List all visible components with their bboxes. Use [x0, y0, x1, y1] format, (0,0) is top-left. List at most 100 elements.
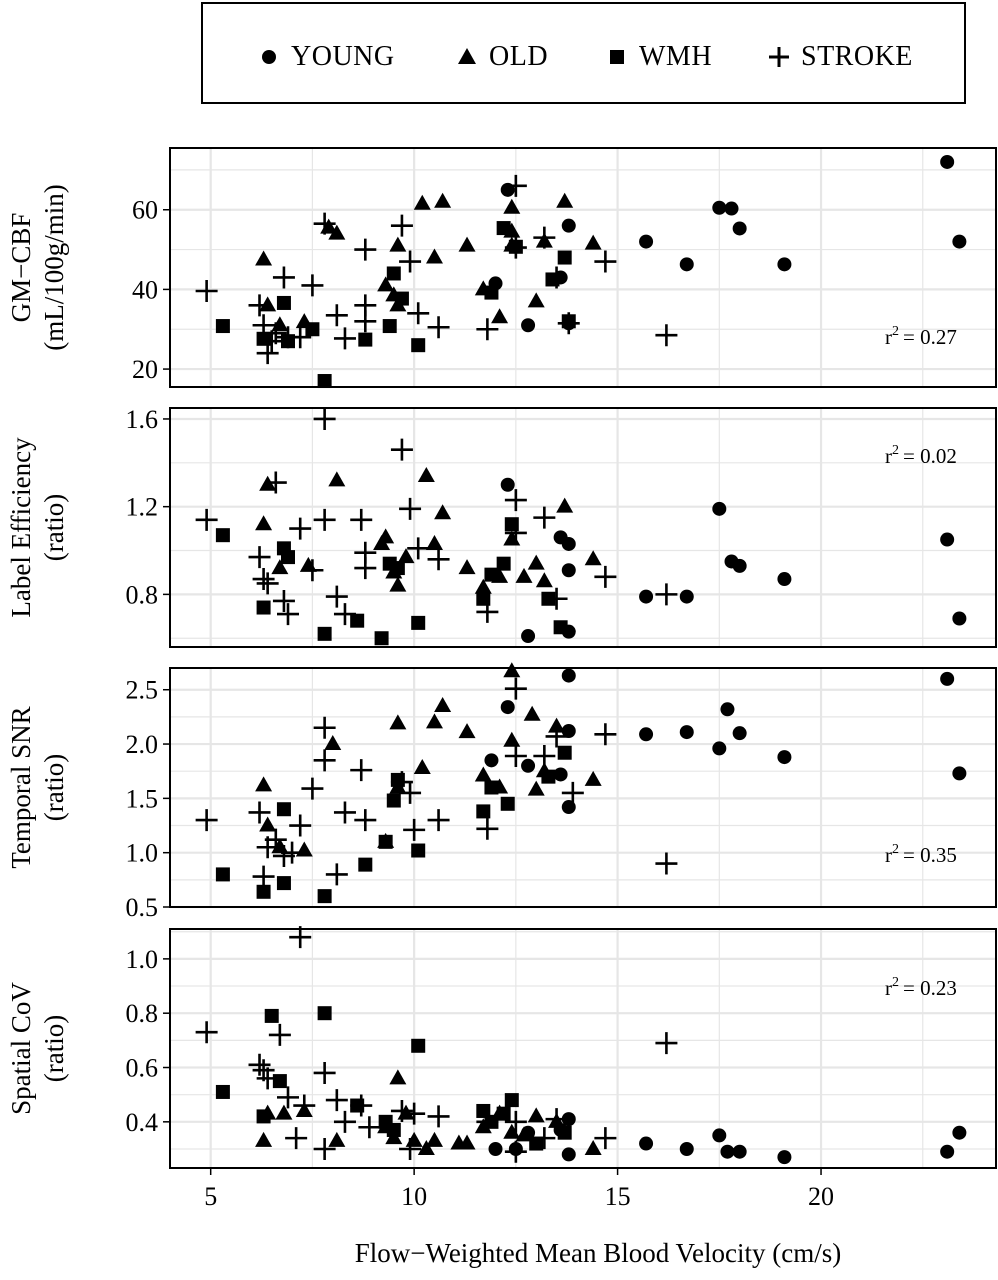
data-point-wmh: [276, 295, 291, 310]
data-point-stroke: [390, 214, 413, 237]
y-axis-label-line: (ratio): [39, 494, 69, 561]
data-point-young: [679, 589, 694, 604]
data-point-old: [255, 515, 273, 531]
data-point-old: [425, 248, 443, 264]
data-point-old: [389, 576, 407, 592]
r-symbol: r: [885, 444, 892, 468]
data-point-stroke: [195, 280, 218, 303]
data-point-stroke: [281, 841, 304, 864]
data-point-young: [561, 563, 576, 578]
data-point-young: [679, 725, 694, 740]
data-point-stroke: [476, 817, 499, 840]
data-point-stroke: [195, 1021, 218, 1044]
r-squared-annotation: r2 = 0.23: [885, 975, 957, 1000]
data-point-stroke: [289, 517, 312, 540]
y-tick-label: 60: [132, 196, 158, 225]
data-point-stroke: [313, 1137, 336, 1160]
data-point-young: [724, 201, 739, 216]
data-point-stroke: [504, 1140, 527, 1163]
data-point-stroke: [504, 744, 527, 767]
data-point-stroke: [325, 1089, 348, 1112]
data-point-young: [952, 1125, 967, 1140]
data-point-wmh: [317, 374, 332, 389]
data-point-old: [413, 194, 431, 210]
data-point-wmh: [411, 338, 426, 353]
data-point-stroke: [390, 438, 413, 461]
data-point-wmh: [276, 802, 291, 817]
data-point-old: [458, 236, 476, 252]
data-point-wmh: [386, 793, 401, 808]
data-point-stroke: [354, 238, 377, 261]
data-point-old: [328, 471, 346, 487]
superscript-2: 2: [892, 324, 899, 339]
data-point-stroke: [301, 274, 324, 297]
data-point-young: [521, 629, 536, 644]
data-point-old: [503, 662, 521, 678]
data-point-wmh: [394, 291, 409, 306]
data-point-stroke: [289, 814, 312, 837]
data-point-old: [328, 1131, 346, 1147]
square-marker-icon: [610, 50, 624, 64]
data-point-stroke: [533, 226, 556, 249]
data-point-stroke: [561, 781, 584, 804]
data-point-wmh: [215, 319, 230, 334]
data-point-old: [255, 776, 273, 792]
data-point-stroke: [533, 744, 556, 767]
data-point-old: [255, 1131, 273, 1147]
data-point-old: [259, 296, 277, 312]
x-axis-label: Flow−Weighted Mean Blood Velocity (cm/s): [354, 1238, 842, 1268]
data-point-young: [561, 1147, 576, 1162]
y-axis-label-line: Spatial CoV: [6, 982, 36, 1115]
data-point-stroke: [248, 1053, 271, 1076]
y-tick-label: 0.8: [126, 999, 159, 1028]
legend-label: STROKE: [801, 41, 913, 72]
data-point-wmh: [317, 889, 332, 904]
data-point-young: [732, 1144, 747, 1159]
data-point-wmh: [500, 796, 515, 811]
data-point-stroke: [248, 546, 271, 569]
data-point-stroke: [399, 781, 422, 804]
data-point-old: [491, 308, 509, 324]
data-point-wmh: [215, 1084, 230, 1099]
legend-item-stroke: STROKE: [767, 41, 913, 72]
data-point-old: [389, 236, 407, 252]
data-point-old: [417, 466, 435, 482]
data-point-wmh: [358, 332, 373, 347]
data-point-wmh: [390, 561, 405, 576]
data-point-old: [527, 292, 545, 308]
data-point-stroke: [313, 212, 336, 235]
panel-1: 20 40 60 GM−CBF (mL/100g/min) r2 = 0.27: [6, 147, 997, 389]
legend-item-young: YOUNG: [257, 41, 395, 72]
superscript-2: 2: [892, 975, 899, 990]
data-point-old: [458, 723, 476, 739]
data-point-young: [732, 221, 747, 236]
data-point-old: [271, 316, 289, 332]
panel-frame: [169, 667, 997, 908]
data-point-wmh: [557, 745, 572, 760]
legend-label: OLD: [489, 41, 549, 72]
data-point-wmh: [484, 780, 499, 795]
data-point-wmh: [256, 600, 271, 615]
data-point-stroke: [313, 1061, 336, 1084]
data-point-old: [255, 250, 273, 266]
y-tick-label: 2.5: [126, 676, 159, 705]
panel-frame: [169, 147, 997, 388]
data-point-young: [500, 700, 515, 715]
data-point-stroke: [272, 589, 295, 612]
data-point-old: [527, 780, 545, 796]
y-tick-label: 0.8: [126, 580, 159, 609]
x-tick-label: 5: [204, 1182, 217, 1211]
data-point-old: [527, 554, 545, 570]
r-squared-value: = 0.23: [903, 976, 957, 1000]
y-axis-label-line: (ratio): [39, 754, 69, 821]
data-point-old: [434, 192, 452, 208]
data-point-stroke: [350, 508, 373, 531]
data-point-stroke: [252, 568, 275, 591]
data-point-wmh: [305, 322, 320, 337]
data-point-stroke: [504, 1110, 527, 1133]
r-squared-annotation: r2 = 0.35: [885, 842, 957, 867]
data-point-wmh: [411, 615, 426, 630]
legend: YOUNG OLD WMH STROKE: [201, 2, 966, 104]
data-point-old: [377, 276, 395, 292]
